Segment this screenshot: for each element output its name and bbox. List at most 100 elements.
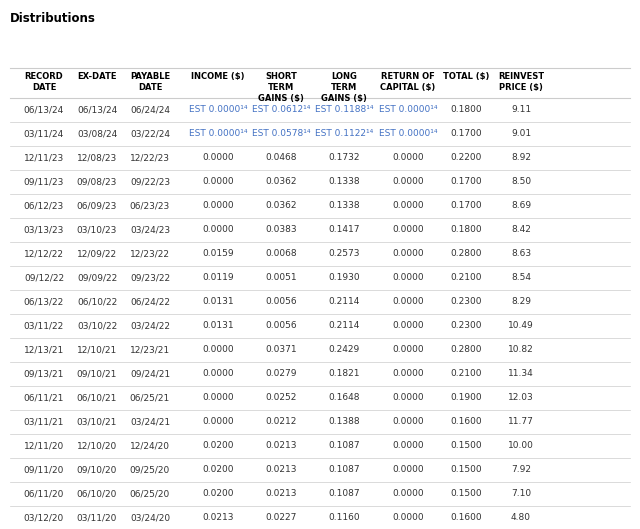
Text: 0.2100: 0.2100 <box>451 273 482 282</box>
Text: 12/10/21: 12/10/21 <box>77 345 117 354</box>
Text: 0.1700: 0.1700 <box>450 202 482 211</box>
Text: 03/10/21: 03/10/21 <box>77 417 117 426</box>
Text: 0.0000: 0.0000 <box>202 369 234 379</box>
Text: 0.0051: 0.0051 <box>265 273 297 282</box>
Text: 0.0159: 0.0159 <box>202 250 234 259</box>
Text: 0.0119: 0.0119 <box>202 273 234 282</box>
Text: 03/12/20: 03/12/20 <box>24 514 64 523</box>
Text: 10.00: 10.00 <box>508 442 534 451</box>
Text: 0.0000: 0.0000 <box>202 153 234 162</box>
Text: EST 0.0000¹⁴: EST 0.0000¹⁴ <box>189 130 247 139</box>
Text: PAYABLE
DATE: PAYABLE DATE <box>130 72 170 92</box>
Text: 06/10/20: 06/10/20 <box>77 489 117 498</box>
Text: 09/25/20: 09/25/20 <box>130 466 170 475</box>
Text: 0.2100: 0.2100 <box>451 369 482 379</box>
Text: 0.1338: 0.1338 <box>328 178 360 187</box>
Text: RECORD
DATE: RECORD DATE <box>24 72 63 92</box>
Text: 0.0213: 0.0213 <box>265 466 297 475</box>
Text: 0.0000: 0.0000 <box>392 297 424 306</box>
Text: 0.0000: 0.0000 <box>202 202 234 211</box>
Text: 12/23/22: 12/23/22 <box>130 250 170 259</box>
Text: 10.49: 10.49 <box>508 322 534 331</box>
Text: 0.0000: 0.0000 <box>392 417 424 426</box>
Text: 0.1800: 0.1800 <box>450 105 482 114</box>
Text: 03/08/24: 03/08/24 <box>77 130 117 139</box>
Text: 03/24/21: 03/24/21 <box>130 417 170 426</box>
Text: 06/12/23: 06/12/23 <box>24 202 64 211</box>
Text: 0.0371: 0.0371 <box>265 345 297 354</box>
Text: 0.0000: 0.0000 <box>202 394 234 403</box>
Text: 0.0200: 0.0200 <box>202 466 234 475</box>
Text: 12/08/23: 12/08/23 <box>77 153 117 162</box>
Text: 06/11/20: 06/11/20 <box>24 489 64 498</box>
Text: 09/11/23: 09/11/23 <box>24 178 64 187</box>
Text: 09/10/21: 09/10/21 <box>77 369 117 379</box>
Text: 03/24/22: 03/24/22 <box>130 322 170 331</box>
Text: 0.0252: 0.0252 <box>266 394 297 403</box>
Text: 0.1900: 0.1900 <box>450 394 482 403</box>
Text: 0.0213: 0.0213 <box>265 489 297 498</box>
Text: 06/25/21: 06/25/21 <box>130 394 170 403</box>
Text: RETURN OF
CAPITAL ($): RETURN OF CAPITAL ($) <box>380 72 436 92</box>
Text: 0.0212: 0.0212 <box>266 417 297 426</box>
Text: 0.1087: 0.1087 <box>328 466 360 475</box>
Text: 03/11/20: 03/11/20 <box>77 514 117 523</box>
Text: EST 0.0000¹⁴: EST 0.0000¹⁴ <box>379 130 437 139</box>
Text: 09/22/23: 09/22/23 <box>130 178 170 187</box>
Text: 0.1648: 0.1648 <box>328 394 360 403</box>
Text: 06/11/21: 06/11/21 <box>24 394 64 403</box>
Text: TOTAL ($): TOTAL ($) <box>443 72 489 81</box>
Text: 9.01: 9.01 <box>511 130 531 139</box>
Text: 0.1800: 0.1800 <box>450 225 482 234</box>
Text: 0.0000: 0.0000 <box>392 202 424 211</box>
Text: 8.54: 8.54 <box>511 273 531 282</box>
Text: Distributions: Distributions <box>10 12 96 25</box>
Text: 0.1500: 0.1500 <box>450 442 482 451</box>
Text: LONG
TERM
GAINS ($): LONG TERM GAINS ($) <box>321 72 367 103</box>
Text: 12/23/21: 12/23/21 <box>130 345 170 354</box>
Text: 8.50: 8.50 <box>511 178 531 187</box>
Text: 0.0213: 0.0213 <box>265 442 297 451</box>
Text: 0.1160: 0.1160 <box>328 514 360 523</box>
Text: 0.0279: 0.0279 <box>265 369 297 379</box>
Text: 0.0362: 0.0362 <box>265 178 297 187</box>
Text: 03/11/24: 03/11/24 <box>24 130 64 139</box>
Text: 0.1087: 0.1087 <box>328 489 360 498</box>
Text: 0.0000: 0.0000 <box>202 225 234 234</box>
Text: 0.2800: 0.2800 <box>451 345 482 354</box>
Text: 0.0000: 0.0000 <box>202 178 234 187</box>
Text: 0.0200: 0.0200 <box>202 489 234 498</box>
Text: 0.1338: 0.1338 <box>328 202 360 211</box>
Text: 8.42: 8.42 <box>511 225 531 234</box>
Text: 0.2300: 0.2300 <box>451 297 482 306</box>
Text: 0.0000: 0.0000 <box>392 345 424 354</box>
Text: 06/24/24: 06/24/24 <box>130 105 170 114</box>
Text: 12/13/21: 12/13/21 <box>24 345 64 354</box>
Text: 03/24/20: 03/24/20 <box>130 514 170 523</box>
Text: REINVEST
PRICE ($): REINVEST PRICE ($) <box>498 72 544 92</box>
Text: 0.0000: 0.0000 <box>392 250 424 259</box>
Text: 03/11/21: 03/11/21 <box>24 417 64 426</box>
Text: 0.2800: 0.2800 <box>451 250 482 259</box>
Text: 06/10/22: 06/10/22 <box>77 297 117 306</box>
Text: 0.0000: 0.0000 <box>392 322 424 331</box>
Text: 0.0000: 0.0000 <box>392 514 424 523</box>
Text: 12/11/23: 12/11/23 <box>24 153 64 162</box>
Text: 12/11/20: 12/11/20 <box>24 442 64 451</box>
Text: 0.0000: 0.0000 <box>392 369 424 379</box>
Text: 0.0000: 0.0000 <box>392 466 424 475</box>
Text: 03/13/23: 03/13/23 <box>24 225 64 234</box>
Text: EST 0.0000¹⁴: EST 0.0000¹⁴ <box>189 105 247 114</box>
Text: 12/09/22: 12/09/22 <box>77 250 117 259</box>
Text: 0.0000: 0.0000 <box>392 225 424 234</box>
Text: 0.1700: 0.1700 <box>450 178 482 187</box>
Text: EST 0.1188¹⁴: EST 0.1188¹⁴ <box>315 105 373 114</box>
Text: 0.1500: 0.1500 <box>450 489 482 498</box>
Text: 11.77: 11.77 <box>508 417 534 426</box>
Text: 03/11/22: 03/11/22 <box>24 322 64 331</box>
Text: 12.03: 12.03 <box>508 394 534 403</box>
Text: EST 0.1122¹⁴: EST 0.1122¹⁴ <box>315 130 373 139</box>
Text: 8.63: 8.63 <box>511 250 531 259</box>
Text: 0.0227: 0.0227 <box>266 514 297 523</box>
Text: 0.0000: 0.0000 <box>392 153 424 162</box>
